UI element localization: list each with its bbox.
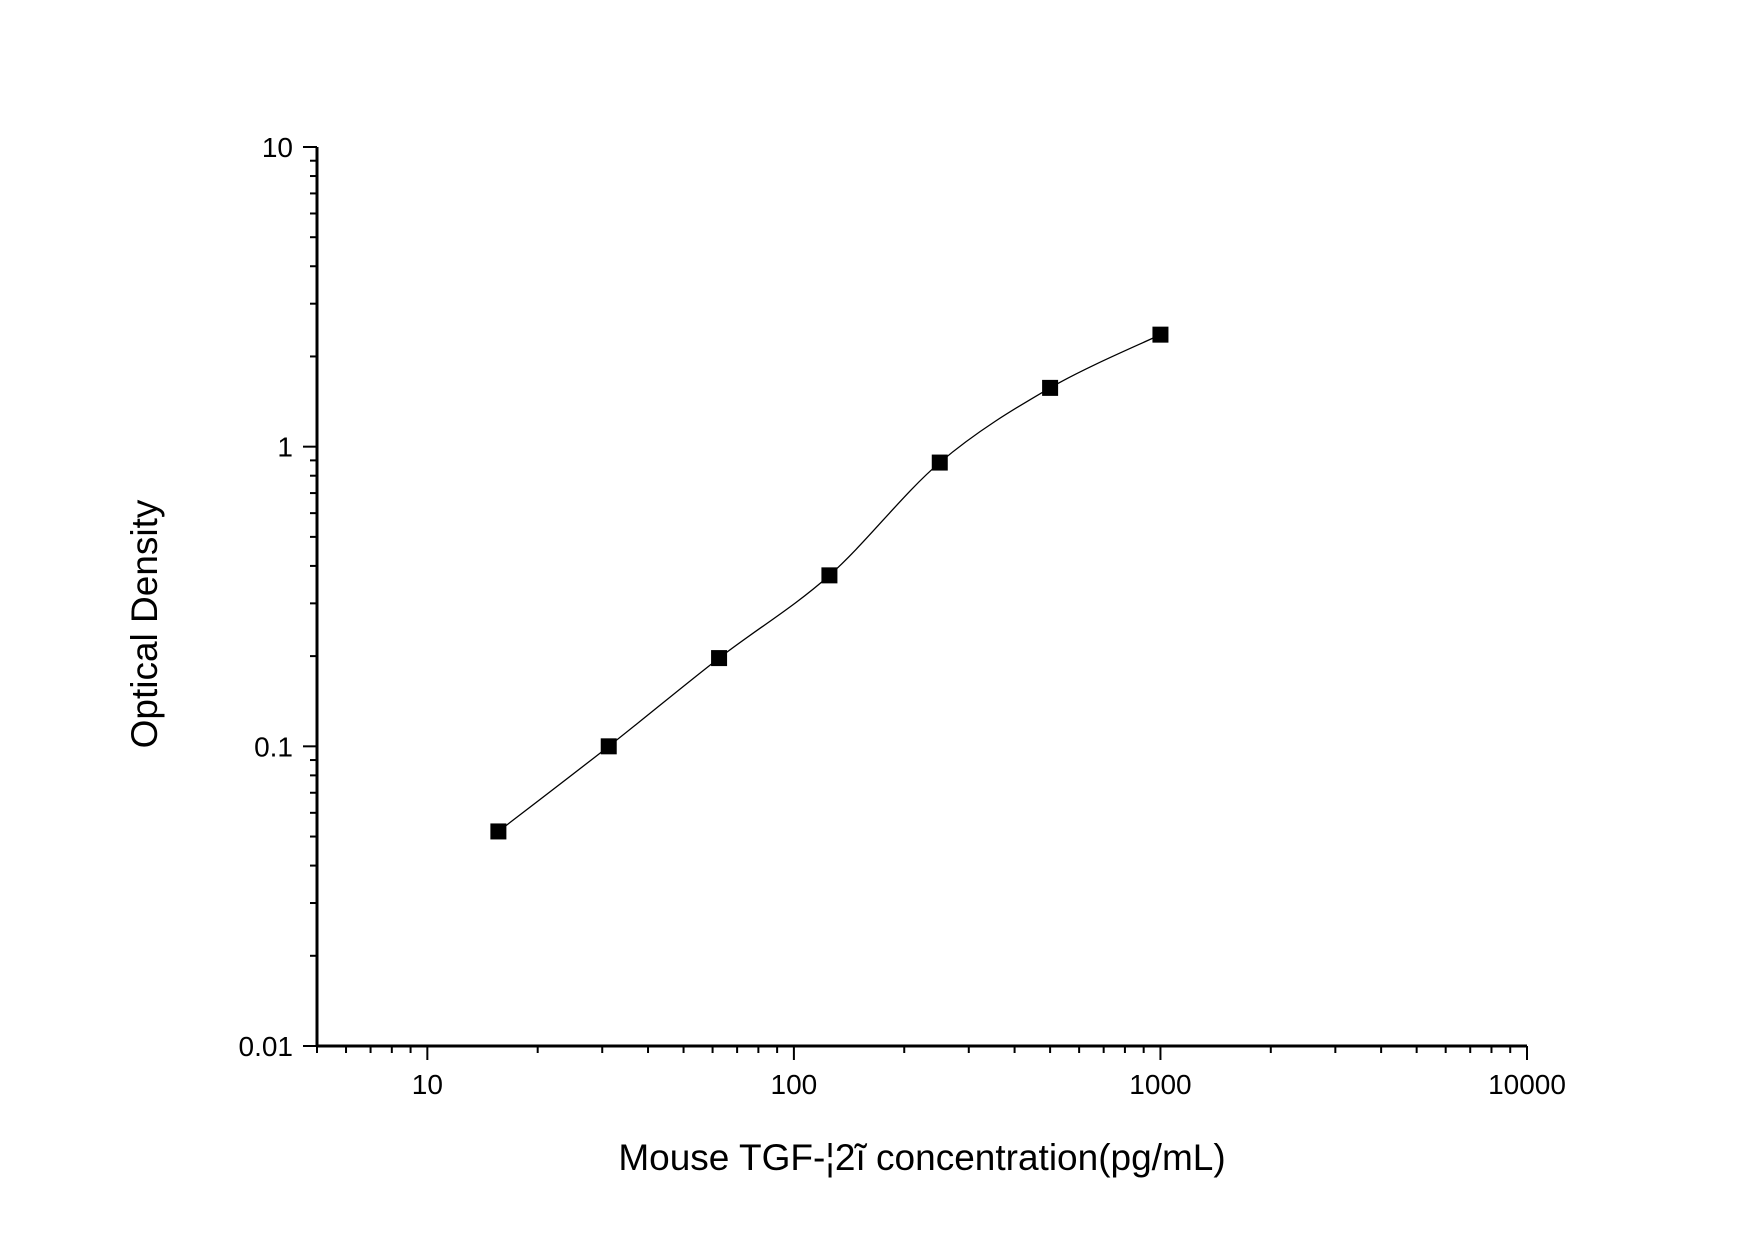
data-point bbox=[1152, 326, 1169, 343]
data-point bbox=[821, 567, 838, 584]
y-axis-title: Optical Density bbox=[124, 499, 165, 748]
data-points bbox=[490, 326, 1169, 840]
axes bbox=[303, 146, 1528, 1060]
y-tick-label: 0.1 bbox=[254, 731, 293, 762]
data-point bbox=[711, 650, 728, 667]
x-tick-label: 10 bbox=[412, 1069, 443, 1100]
y-tick-label: 10 bbox=[262, 132, 293, 163]
x-tick-label: 100 bbox=[771, 1069, 818, 1100]
data-point bbox=[931, 454, 948, 471]
data-point bbox=[1042, 379, 1059, 396]
x-tick-label: 1000 bbox=[1129, 1069, 1191, 1100]
x-tick-label: 10000 bbox=[1488, 1069, 1566, 1100]
data-point bbox=[600, 738, 617, 755]
y-tick-label: 0.01 bbox=[239, 1031, 294, 1062]
data-point bbox=[490, 823, 507, 840]
y-tick-label: 1 bbox=[277, 432, 293, 463]
x-axis-title: Mouse TGF-¦2ĩ concentration(pg/mL) bbox=[618, 1137, 1225, 1178]
tick-labels: 10 100 1000 10000 0.01 0.1 1 10 bbox=[239, 132, 1566, 1100]
